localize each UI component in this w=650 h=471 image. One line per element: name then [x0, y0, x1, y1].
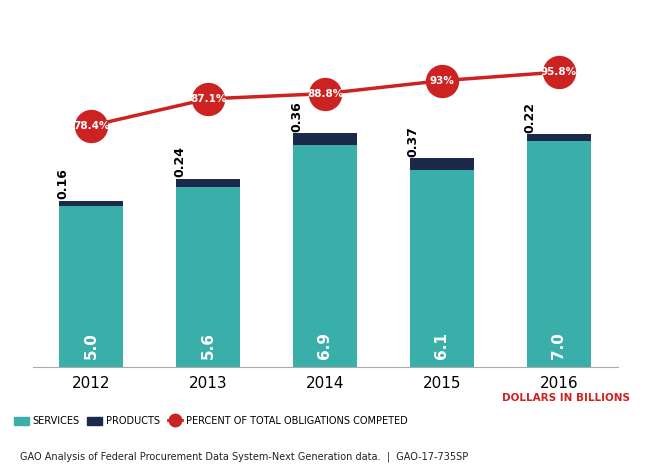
Bar — [176, 187, 240, 367]
Text: 6.1: 6.1 — [434, 333, 449, 359]
Text: 0.36: 0.36 — [290, 101, 303, 131]
Bar — [59, 201, 124, 206]
Bar — [293, 145, 357, 367]
Text: 0.16: 0.16 — [56, 169, 69, 199]
Text: 88.8%: 88.8% — [307, 89, 343, 98]
Text: 87.1%: 87.1% — [190, 94, 226, 104]
Text: 6.9: 6.9 — [317, 333, 333, 359]
Legend: SERVICES, PRODUCTS, PERCENT OF TOTAL OBLIGATIONS COMPETED: SERVICES, PRODUCTS, PERCENT OF TOTAL OBL… — [14, 416, 408, 426]
Bar — [176, 179, 240, 187]
Text: 0.24: 0.24 — [173, 146, 186, 178]
Text: 95.8%: 95.8% — [541, 67, 577, 77]
Text: 5.6: 5.6 — [201, 333, 216, 359]
Bar — [293, 133, 357, 145]
Bar — [410, 158, 474, 171]
Bar — [526, 141, 591, 367]
Text: 78.4%: 78.4% — [73, 121, 109, 130]
Text: DOLLARS IN BILLIONS: DOLLARS IN BILLIONS — [502, 393, 630, 403]
Text: 93%: 93% — [430, 76, 454, 86]
Bar — [410, 171, 474, 367]
Bar — [59, 206, 124, 367]
Text: GAO Analysis of Federal Procurement Data System-Next Generation data.  |  GAO-17: GAO Analysis of Federal Procurement Data… — [20, 451, 468, 462]
Bar — [526, 134, 591, 141]
Text: 7.0: 7.0 — [551, 333, 566, 359]
Text: 0.22: 0.22 — [524, 102, 537, 133]
Text: 5.0: 5.0 — [84, 333, 99, 359]
Text: 0.37: 0.37 — [407, 126, 420, 157]
